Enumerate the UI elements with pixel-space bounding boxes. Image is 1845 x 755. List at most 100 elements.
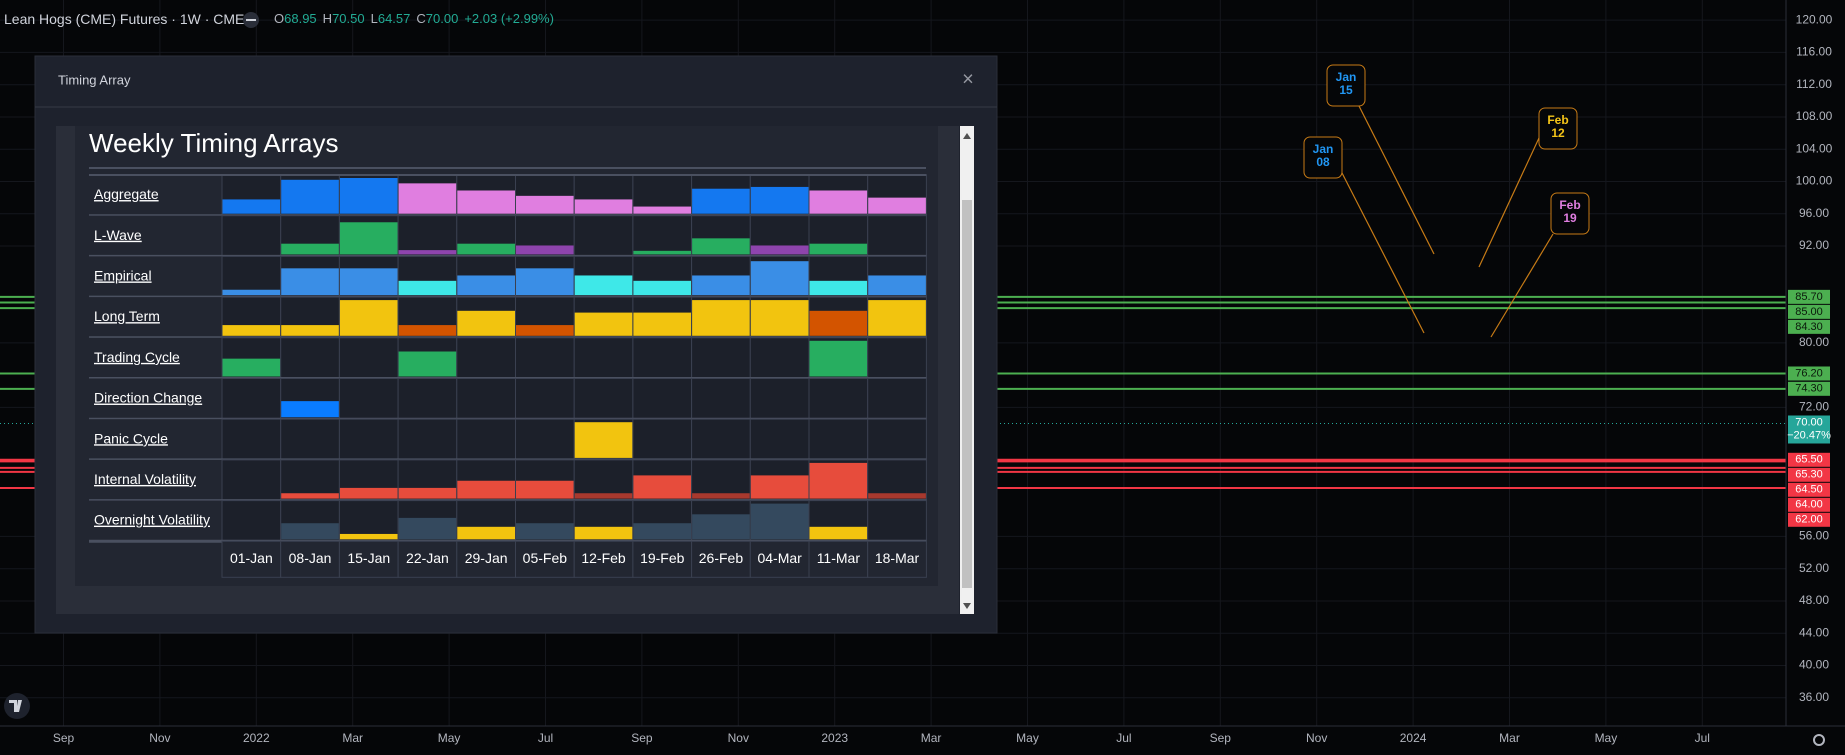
close-button[interactable]: × [962, 68, 974, 90]
last-price-label: 70.00 [1795, 416, 1823, 428]
date-label: 05-Feb [523, 550, 568, 566]
timing-bar [633, 475, 692, 499]
timing-bar [574, 275, 633, 296]
timing-bar [281, 243, 339, 255]
timing-bar [809, 462, 868, 499]
cell [867, 418, 927, 461]
price-tick-label: 104.00 [1796, 141, 1833, 155]
row-label: Direction Change [94, 390, 202, 406]
cell [691, 378, 751, 420]
callout-day: 08 [1316, 155, 1330, 169]
price-label: 85.00 [1795, 306, 1823, 318]
cell [515, 378, 575, 420]
settings-icon[interactable] [1813, 734, 1825, 746]
timing-bar [574, 422, 633, 458]
timing-bar [339, 300, 398, 336]
timing-bar [692, 238, 750, 255]
ohlc-key: O [274, 11, 284, 26]
time-tick-label: Sep [53, 731, 75, 745]
price-tick-label: 100.00 [1796, 174, 1833, 188]
time-tick-label: Mar [921, 731, 942, 745]
timing-bar [809, 340, 868, 377]
time-tick-label: Jul [1116, 731, 1131, 745]
price-tick-label: 52.00 [1799, 561, 1829, 575]
timing-bar [868, 197, 926, 214]
time-tick-label: May [1016, 731, 1039, 745]
timing-bar [339, 268, 398, 296]
timing-bar [692, 275, 750, 296]
timing-bar [281, 493, 339, 499]
cell [515, 418, 575, 461]
cell [573, 337, 634, 379]
price-label-bg [1788, 304, 1830, 319]
cell [338, 378, 399, 420]
cell [221, 459, 282, 502]
price-label-bg [1788, 467, 1830, 482]
ohlc-key: H [323, 11, 332, 26]
timing-bar [809, 310, 868, 336]
date-cell [808, 540, 869, 578]
cell [573, 378, 634, 420]
timing-bar [457, 480, 515, 499]
timing-bar [750, 300, 809, 336]
time-tick-label: Sep [631, 731, 653, 745]
price-tick-label: 40.00 [1799, 658, 1829, 672]
timing-bar [339, 487, 398, 499]
timing-bar [574, 312, 633, 336]
timing-bar [692, 514, 750, 540]
timing-bar [398, 183, 457, 214]
price-label-bg [1788, 482, 1830, 497]
timing-bar [692, 300, 750, 336]
cell [338, 418, 399, 461]
price-label: 65.30 [1795, 469, 1823, 481]
price-tick-label: 80.00 [1799, 335, 1829, 349]
callout-day: 12 [1551, 126, 1565, 140]
last-price-change: −20.47% [1787, 429, 1831, 441]
timing-bar [516, 480, 574, 499]
last-price-bg [1788, 415, 1830, 444]
timing-bar [692, 493, 750, 499]
cell [749, 378, 810, 420]
time-tick-label: May [1595, 731, 1618, 745]
timing-bar [574, 199, 633, 214]
date-cell [456, 540, 516, 578]
row-label-cell [89, 256, 222, 298]
cell [632, 337, 693, 379]
date-label: 08-Jan [289, 550, 332, 566]
cell [397, 418, 458, 461]
timing-table: Aggregate L-Wave Empirical Long Term Trading… [89, 174, 927, 578]
scroll-up[interactable] [963, 133, 971, 139]
time-tick-label: Nov [728, 731, 749, 745]
timing-bar [398, 351, 457, 377]
cell [221, 418, 282, 461]
price-label: 76.20 [1795, 367, 1823, 379]
cell [749, 418, 810, 461]
timing-bar [398, 517, 457, 540]
ohlc-value: 64.57 [378, 11, 411, 26]
scrollbar-thumb[interactable] [962, 200, 972, 588]
scroll-down[interactable] [963, 603, 971, 609]
timing-bar [281, 179, 339, 214]
timing-bar [457, 526, 515, 540]
timing-bar [398, 487, 457, 499]
timing-bar [457, 190, 515, 214]
time-tick-label: May [438, 731, 461, 745]
cell [221, 378, 282, 420]
dialog: Timing Array × Weekly Timing Arrays Aggr… [34, 55, 998, 634]
timing-bar [457, 243, 515, 255]
callout-month: Jan [1313, 142, 1334, 156]
timing-bar [809, 190, 868, 214]
cell [808, 378, 869, 420]
cell [867, 215, 927, 257]
cell [456, 418, 516, 461]
price-label: 74.30 [1795, 383, 1823, 395]
symbol: Lean Hogs (CME) Futures · 1W · CME [4, 11, 244, 27]
price-label: 65.50 [1795, 454, 1823, 466]
row-label: Long Term [94, 308, 160, 324]
callout-month: Feb [1547, 113, 1568, 127]
time-tick-label: 2024 [1400, 731, 1427, 745]
price-tick-label: 116.00 [1796, 45, 1832, 59]
ohlc-key: C [416, 11, 425, 26]
timing-bar [809, 280, 868, 296]
timing-bar [222, 289, 281, 296]
